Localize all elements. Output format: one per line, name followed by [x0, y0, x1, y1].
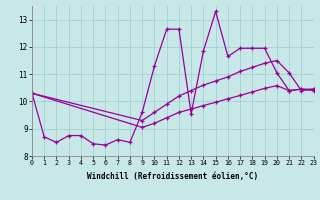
X-axis label: Windchill (Refroidissement éolien,°C): Windchill (Refroidissement éolien,°C)	[87, 172, 258, 181]
